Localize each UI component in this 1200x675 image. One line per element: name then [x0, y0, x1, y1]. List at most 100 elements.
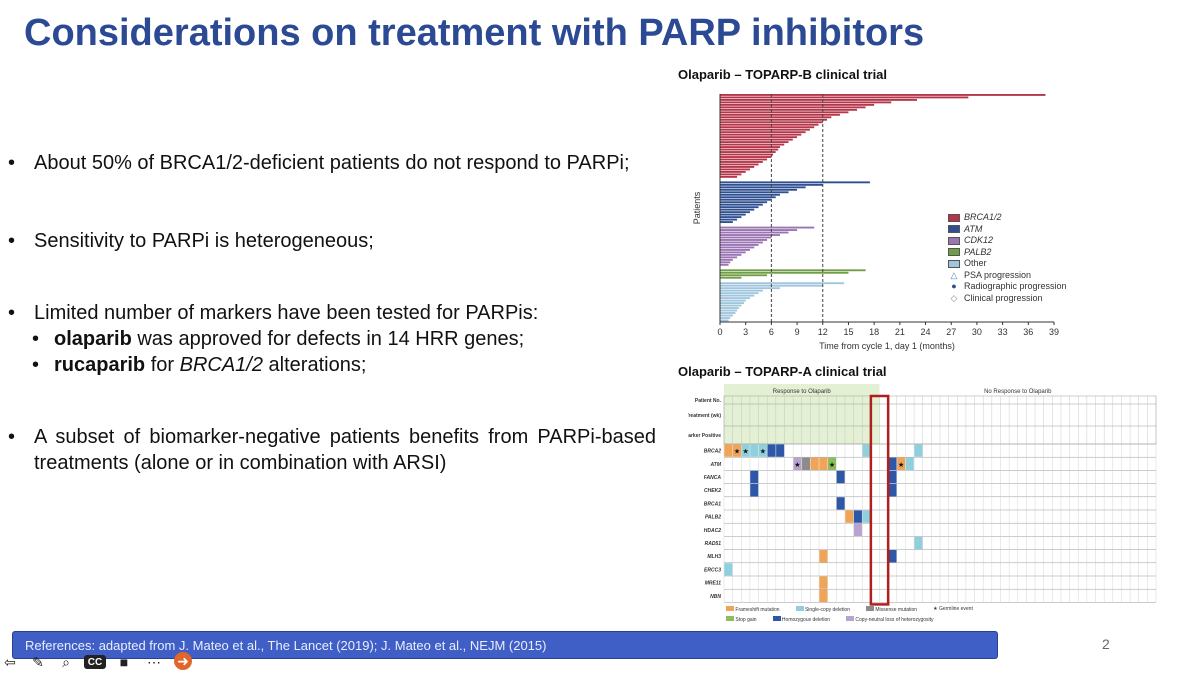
mutation-cell	[819, 576, 828, 589]
dot-icon: ●	[951, 281, 957, 291]
swimmer-bar	[720, 196, 776, 199]
swimmer-bar	[720, 319, 729, 322]
swimmer-bar	[720, 248, 750, 251]
legend-swatch	[846, 616, 855, 621]
legend-label: Radiographic progression	[964, 281, 1067, 291]
x-tick-label: 27	[946, 327, 956, 337]
pen-icon[interactable]: ✎	[32, 653, 44, 670]
swimmer-bar	[720, 274, 768, 277]
legend-single-copy: Single-copy deletion	[795, 606, 850, 613]
mutation-cell	[836, 497, 845, 510]
swimmer-bar	[720, 312, 736, 314]
back-icon[interactable]: ⇦	[4, 653, 16, 670]
swimmer-bar	[720, 282, 845, 285]
drug-name: olaparib	[54, 328, 132, 350]
sub-bullet-text: was approved for defects in 14 HRR genes…	[131, 328, 525, 350]
legend-label: Other	[964, 258, 987, 268]
swimmer-bar	[720, 103, 875, 106]
x-tick-label: 12	[818, 327, 828, 337]
legend-frameshift: Frameshift mutation	[726, 606, 780, 613]
swimmer-bar	[720, 299, 746, 302]
swimmer-bar	[720, 191, 789, 194]
chart1-legend: BRCA1/2 ATM CDK12 PALB2 Other △ PSA progr…	[948, 212, 1067, 304]
y-axis-label: Patients	[692, 191, 702, 224]
legend-label: Single-copy deletion	[804, 607, 850, 613]
more-icon[interactable]: ⋯	[147, 653, 161, 670]
x-tick-label: 21	[895, 327, 905, 337]
legend-label: Frameshift mutation	[735, 607, 780, 613]
swimmer-bar	[720, 307, 739, 309]
x-tick-label: 15	[843, 327, 853, 337]
next-icon[interactable]: ➜	[174, 652, 192, 670]
swimmer-bar	[720, 141, 789, 144]
gene-label: PALB2	[705, 515, 721, 521]
gene-label: BRCA2	[704, 449, 721, 455]
swimmer-bar	[720, 126, 815, 129]
swimmer-bar	[720, 221, 733, 224]
bullet-list: About 50% of BRCA1/2-deficient patients …	[8, 150, 656, 476]
swimmer-bar	[720, 161, 763, 163]
mutation-cell	[914, 444, 923, 457]
swimmer-bar	[720, 151, 776, 153]
legend-label: Missense mutation	[875, 607, 918, 613]
sub-bullet-rucaparib: rucaparib for BRCA1/2 alterations;	[8, 352, 656, 378]
mutation-cell	[819, 589, 828, 602]
legend-missense: Missense mutation	[866, 606, 917, 613]
x-tick-label: 6	[769, 327, 774, 337]
legend-swatch	[772, 616, 781, 621]
swimmer-bar	[720, 236, 772, 239]
germline-star: ★	[829, 461, 835, 469]
x-tick-label: 36	[1023, 327, 1033, 337]
mutation-cell	[810, 457, 819, 470]
x-tick-label: 9	[795, 327, 800, 337]
germline-star: ★	[898, 461, 904, 469]
zoom-icon[interactable]: ⌕	[62, 653, 70, 670]
mutation-cell	[862, 444, 871, 457]
swimmer-bar	[720, 96, 969, 99]
swimmer-bar	[720, 98, 917, 101]
gene-label: HDAC2	[704, 528, 721, 534]
bullet-1: About 50% of BRCA1/2-deficient patients …	[8, 150, 656, 176]
captions-icon[interactable]: CC	[84, 655, 106, 669]
germline-star: ★	[742, 448, 748, 456]
camera-icon[interactable]: ■	[119, 654, 129, 670]
swimmer-bar	[720, 193, 780, 196]
drug-name: rucaparib	[54, 354, 146, 376]
swimmer-bar	[720, 111, 849, 114]
highlight-box	[869, 394, 890, 606]
mutation-cell	[845, 510, 854, 523]
swimmer-bar	[720, 166, 755, 168]
x-tick-label: 30	[972, 327, 982, 337]
swimmer-bar	[720, 163, 759, 166]
slide-title: Considerations on treatment with PARP in…	[24, 12, 925, 54]
mutation-cell	[888, 550, 897, 563]
legend-label: ATM	[964, 223, 983, 234]
mutation-cell	[836, 470, 845, 484]
swimmer-bar	[720, 229, 798, 231]
swimmer-bar	[720, 251, 746, 254]
swimmer-bar	[720, 181, 870, 184]
swimmer-bar	[720, 294, 755, 297]
group-label: Response to Olaparib	[773, 389, 832, 395]
swimmer-bar	[720, 256, 738, 259]
legend-label: Stop gain	[735, 617, 757, 623]
swimmer-bar	[720, 113, 840, 116]
mutation-cell	[862, 510, 871, 523]
mutation-cell	[819, 457, 828, 470]
chart1-title: Olaparib – TOPARP-B clinical trial	[678, 67, 888, 82]
swimmer-bar	[720, 309, 738, 312]
swimmer-bar	[720, 168, 750, 171]
gene-label: FANCA	[704, 475, 722, 481]
toparp-a-svg: Response to Olaparib No Response to Olapa…	[665, 384, 1157, 606]
chart2-title: Olaparib – TOPARP-A clinical trial	[678, 364, 887, 379]
swimmer-bar	[720, 297, 750, 300]
swimmer-bar	[720, 216, 742, 219]
mutation-cell	[853, 510, 862, 523]
swimmer-bar	[720, 239, 768, 241]
bullet-4: A subset of biomarker-negative patients …	[8, 424, 656, 476]
swimmer-bar	[720, 156, 772, 158]
sub-bullet-olaparib: olaparib was approved for defects in 14 …	[8, 326, 656, 352]
mutation-cell	[802, 457, 811, 470]
sub-bullet-tail: alterations;	[262, 354, 367, 376]
row-header: Time on Treatment (wk)	[688, 413, 721, 419]
